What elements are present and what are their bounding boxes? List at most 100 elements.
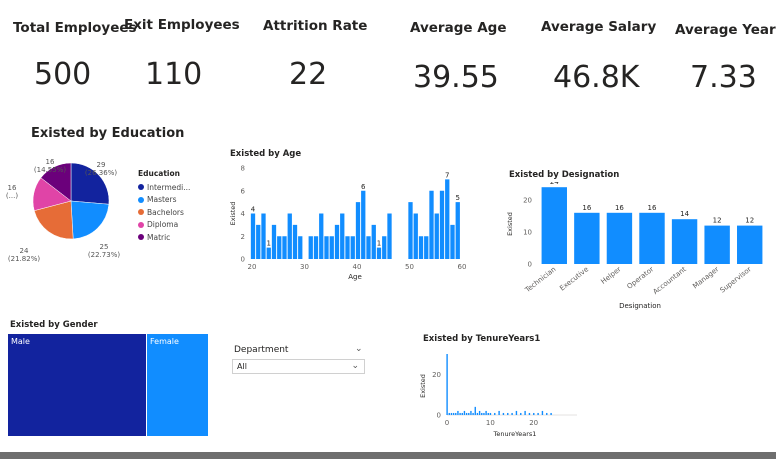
bar[interactable]: [261, 213, 266, 260]
legend-item-diploma[interactable]: Diploma: [138, 219, 190, 232]
bar[interactable]: [366, 236, 371, 259]
pie-slice-masters[interactable]: [70, 200, 110, 240]
bar[interactable]: [537, 412, 539, 415]
bar[interactable]: [376, 247, 382, 259]
bar[interactable]: [418, 236, 424, 259]
bar[interactable]: [461, 412, 463, 415]
bar[interactable]: [498, 410, 500, 415]
treemap-tile-male[interactable]: Male: [8, 334, 146, 436]
bar[interactable]: [345, 236, 350, 259]
bar[interactable]: [541, 410, 544, 415]
bar[interactable]: [439, 190, 445, 259]
chevron-down-icon[interactable]: ⌄: [355, 344, 363, 354]
bar[interactable]: [448, 412, 450, 415]
x-tick-label: Technician: [523, 265, 558, 294]
bar[interactable]: [413, 213, 418, 260]
age-bar-chart[interactable]: 0 2 4 6 8 20 30 40 50 60 4 1 6 1 7 5 Age Existed: [226, 160, 466, 285]
bar[interactable]: [468, 412, 470, 415]
bar[interactable]: [424, 236, 429, 259]
bar[interactable]: [382, 236, 387, 259]
bar[interactable]: [452, 412, 455, 415]
tenure-bar-chart[interactable]: 0 20 0 10 20 TenureYears1 Existed: [415, 348, 585, 443]
bar[interactable]: [671, 219, 698, 264]
department-dropdown[interactable]: All ⌄: [232, 359, 365, 374]
bar[interactable]: [387, 213, 392, 260]
bar[interactable]: [485, 410, 487, 415]
bar[interactable]: [463, 410, 466, 415]
legend-item-intermediate[interactable]: Intermedi...: [138, 181, 190, 194]
bar[interactable]: [515, 410, 518, 415]
bar[interactable]: [546, 412, 548, 415]
education-legend: Education Intermedi... Masters Bachelors…: [138, 169, 190, 244]
bar[interactable]: [361, 190, 366, 259]
bar[interactable]: [489, 412, 492, 415]
bar[interactable]: [541, 187, 567, 264]
pie-slice-bachelors[interactable]: [33, 200, 74, 240]
bar[interactable]: [308, 236, 313, 259]
pie-slice-intermedi[interactable]: [70, 162, 110, 205]
bar[interactable]: [507, 412, 509, 415]
bar[interactable]: [250, 213, 256, 260]
bar[interactable]: [319, 213, 324, 260]
bar[interactable]: [450, 412, 453, 415]
legend-item-matric[interactable]: Matric: [138, 231, 190, 244]
bar[interactable]: [429, 190, 434, 259]
bar[interactable]: [371, 224, 376, 259]
bar[interactable]: [606, 212, 633, 264]
legend-item-bachelors[interactable]: Bachelors: [138, 206, 190, 219]
legend-item-masters[interactable]: Masters: [138, 194, 190, 207]
legend-label: Diploma: [147, 220, 179, 230]
bar[interactable]: [340, 213, 345, 260]
designation-bar-chart[interactable]: 0 10 20 24 Technician 16 Executive 16 Helper 16 Op…: [500, 182, 770, 312]
treemap-tile-female[interactable]: Female: [147, 334, 208, 436]
pie-slice-matric[interactable]: [40, 162, 72, 202]
bar[interactable]: [476, 412, 479, 415]
bar[interactable]: [408, 202, 413, 259]
bar[interactable]: [355, 202, 361, 259]
bar[interactable]: [350, 236, 355, 259]
education-pie-chart[interactable]: 29(26.36%)25(22.73%)24(21.82%)16(...)16(…: [0, 150, 140, 270]
bar[interactable]: [324, 236, 329, 259]
bar[interactable]: [511, 412, 513, 415]
bar[interactable]: [470, 410, 472, 415]
pie-data-label: (21.82%): [8, 255, 40, 263]
bar[interactable]: [455, 412, 457, 415]
bar[interactable]: [474, 406, 476, 415]
bar[interactable]: [478, 410, 481, 415]
bar[interactable]: [256, 224, 261, 259]
bar[interactable]: [313, 236, 319, 259]
bar[interactable]: [487, 412, 489, 415]
bar[interactable]: [483, 412, 485, 415]
bar[interactable]: [277, 236, 282, 259]
bar[interactable]: [639, 212, 665, 264]
bar[interactable]: [455, 202, 460, 259]
bar[interactable]: [329, 236, 334, 259]
bar[interactable]: [494, 412, 496, 415]
bar[interactable]: [520, 412, 522, 415]
bar[interactable]: [292, 224, 298, 259]
bar[interactable]: [459, 412, 461, 415]
bar[interactable]: [298, 236, 303, 259]
bar[interactable]: [550, 412, 552, 415]
bar[interactable]: [465, 412, 468, 415]
bar[interactable]: [737, 225, 763, 264]
bar[interactable]: [287, 213, 292, 260]
bar[interactable]: [445, 179, 450, 259]
bar[interactable]: [533, 412, 535, 415]
data-label: 12: [713, 217, 722, 225]
bar[interactable]: [524, 410, 526, 415]
bar[interactable]: [282, 236, 287, 259]
bar[interactable]: [457, 410, 459, 415]
bar[interactable]: [266, 247, 271, 259]
bar[interactable]: [434, 213, 439, 260]
bar[interactable]: [574, 212, 600, 264]
bar[interactable]: [481, 412, 483, 415]
bar[interactable]: [502, 412, 505, 415]
bar[interactable]: [271, 224, 277, 259]
bar[interactable]: [446, 354, 448, 415]
bar[interactable]: [450, 224, 455, 259]
bar[interactable]: [704, 225, 730, 264]
bar[interactable]: [472, 412, 474, 415]
bar[interactable]: [528, 412, 531, 415]
bar[interactable]: [334, 224, 340, 259]
